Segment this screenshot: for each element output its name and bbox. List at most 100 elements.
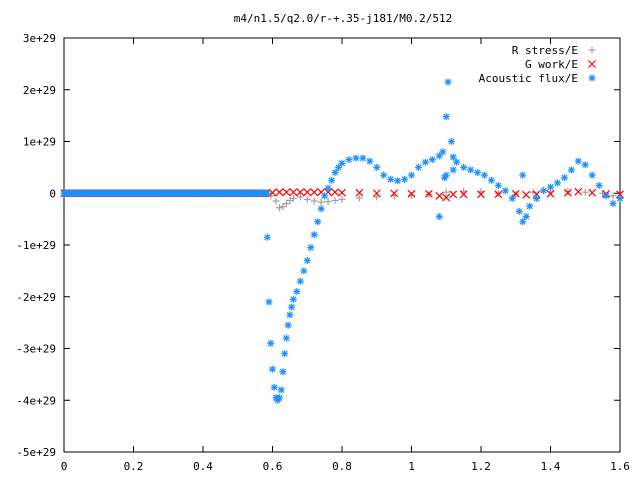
point-r-stress-e (282, 200, 290, 208)
point-g-work-e (303, 188, 312, 197)
point-acoustic-flux-e (401, 175, 409, 183)
series-layer (60, 78, 624, 404)
x-tick-label: 0 (61, 460, 68, 473)
point-acoustic-flux-e (501, 187, 509, 195)
point-acoustic-flux-e (567, 166, 575, 174)
point-acoustic-flux-e (553, 179, 561, 187)
x-tick-label: 1.6 (610, 460, 630, 473)
point-r-stress-e (317, 198, 325, 206)
point-acoustic-flux-e (267, 339, 275, 347)
point-acoustic-flux-e (467, 166, 475, 174)
x-axis: 0 0.2 0.4 0.6 0.8 1 1.2 1.4 1.6 (61, 38, 630, 473)
point-r-stress-e (279, 203, 287, 211)
point-g-work-e (331, 188, 339, 197)
point-acoustic-flux-e (293, 288, 301, 296)
point-g-work-e (275, 188, 284, 197)
point-acoustic-flux-e (408, 171, 415, 179)
point-r-stress-e (373, 193, 381, 201)
point-acoustic-flux-e (487, 176, 495, 184)
point-acoustic-flux-e (526, 202, 534, 210)
point-r-stress-e (296, 193, 304, 201)
legend-marker (588, 60, 596, 68)
point-acoustic-flux-e (588, 171, 596, 179)
point-acoustic-flux-e (435, 213, 443, 221)
point-r-stress-e (494, 189, 502, 197)
legend-label: G work/E (525, 58, 578, 71)
point-g-work-e (574, 187, 583, 196)
point-r-stress-e (272, 197, 280, 205)
point-acoustic-flux-e (449, 166, 457, 174)
point-r-stress-e (338, 195, 346, 203)
point-acoustic-flux-e (282, 334, 290, 342)
point-acoustic-flux-e (494, 181, 502, 189)
y-tick-label: 1e+29 (23, 136, 56, 149)
point-acoustic-flux-e (324, 184, 332, 192)
point-acoustic-flux-e-flat (263, 189, 271, 197)
point-g-work-e (282, 188, 291, 197)
point-acoustic-flux-e (279, 368, 287, 376)
point-g-work-e (588, 188, 597, 197)
point-r-stress-e (442, 188, 450, 196)
point-r-stress-e (289, 194, 297, 202)
point-acoustic-flux-e (394, 177, 402, 185)
y-axis: 3e+29 2e+29 1e+29 0 -1e+29 -2e+29 -3e+29 -4e+29… (16, 32, 620, 459)
y-tick-label: 2e+29 (23, 84, 56, 97)
point-acoustic-flux-e (540, 187, 548, 195)
x-tick-label: 0.4 (193, 460, 213, 473)
point-acoustic-flux-e (338, 159, 346, 167)
y-tick-label: 3e+29 (23, 32, 56, 45)
point-r-stress-e (324, 198, 332, 206)
point-acoustic-flux-e (359, 154, 367, 162)
point-acoustic-flux-e (317, 205, 325, 213)
point-acoustic-flux-e (508, 194, 516, 202)
point-acoustic-flux-e (609, 200, 617, 208)
point-acoustic-flux-e (270, 383, 278, 391)
point-acoustic-flux-e (331, 169, 339, 177)
point-acoustic-flux-e (421, 158, 429, 166)
point-acoustic-flux-e (387, 175, 395, 183)
point-g-work-e (477, 190, 485, 199)
point-r-stress-e (609, 192, 617, 200)
point-acoustic-flux-e (414, 163, 422, 171)
point-acoustic-flux-e (602, 192, 610, 200)
point-g-work-e (338, 188, 346, 197)
point-g-work-e (511, 189, 520, 198)
point-r-stress-e (529, 188, 537, 196)
point-g-work-e (442, 193, 451, 202)
point-g-work-e (310, 188, 319, 197)
point-acoustic-flux-e (265, 298, 273, 306)
point-r-stress-e (303, 195, 311, 203)
point-acoustic-flux-e (522, 213, 530, 221)
point-acoustic-flux-e (439, 148, 447, 156)
point-acoustic-flux-e (328, 176, 336, 184)
point-g-work-e (494, 190, 503, 199)
point-g-work-e (390, 189, 399, 198)
x-tick-label: 1.4 (541, 460, 561, 473)
point-r-stress-e (355, 194, 363, 202)
point-acoustic-flux-e (428, 156, 436, 164)
point-acoustic-flux-e (460, 163, 468, 171)
point-acoustic-flux-e (519, 218, 527, 226)
point-acoustic-flux-e (314, 218, 322, 226)
point-acoustic-flux-e (321, 192, 329, 200)
point-acoustic-flux-e (441, 174, 449, 182)
point-acoustic-flux-e (303, 257, 311, 265)
point-acoustic-flux-e (533, 194, 541, 202)
point-acoustic-flux-e (581, 161, 589, 169)
point-acoustic-flux-e (296, 277, 304, 285)
point-acoustic-flux-e (310, 231, 318, 239)
point-acoustic-flux-e (286, 311, 294, 319)
point-g-work-e (449, 190, 458, 199)
y-tick-label: -4e+29 (16, 394, 56, 407)
point-acoustic-flux-e (474, 169, 482, 177)
point-acoustic-flux-e (595, 181, 603, 189)
point-acoustic-flux-e (547, 183, 554, 191)
point-acoustic-flux-e (352, 154, 360, 162)
point-acoustic-flux-e (275, 394, 283, 402)
point-acoustic-flux-e (442, 113, 450, 121)
point-r-stress-e (564, 188, 572, 196)
point-g-work-e (563, 188, 572, 197)
point-r-stress-e (275, 204, 283, 212)
